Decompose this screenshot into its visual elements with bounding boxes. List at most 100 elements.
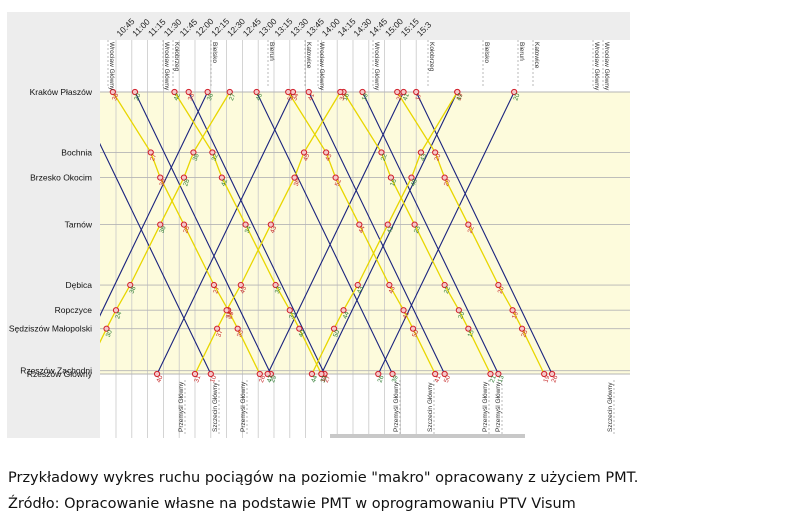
minute-label: 43 (388, 285, 397, 295)
top-destination-label: Wrocław Główny (603, 42, 610, 91)
stop-marker (204, 88, 211, 96)
top-destination-label: Katowice (533, 42, 540, 69)
minute-label: 28 (520, 329, 529, 339)
minute-label: 16 (342, 92, 351, 102)
stop-marker (400, 307, 407, 314)
train-path (377, 91, 515, 375)
station-label: Ropczyce (55, 305, 93, 315)
minute-label: 31 (320, 374, 329, 384)
station-label: Rzeszów Zachodni (20, 366, 92, 376)
stop-marker (127, 281, 134, 289)
minute-label: 35 (236, 329, 245, 339)
minute-label: 20 (497, 285, 506, 295)
minute-label: 36 (111, 92, 120, 102)
stop-marker (413, 88, 420, 96)
stop-marker (131, 88, 139, 96)
minute-label: 42 (220, 178, 229, 188)
station-label: Sędziszów Małopolski (9, 324, 92, 334)
stop-marker (332, 174, 339, 181)
top-destination-label: Wrocław Główny (108, 42, 115, 91)
stop-marker (375, 370, 382, 378)
bottom-destination-label: Przemyśl Główny (393, 381, 400, 432)
minute-label: 50 (443, 374, 452, 384)
minute-label: 29 (443, 178, 452, 188)
train-path (194, 91, 341, 375)
minute-label: 43 (324, 153, 333, 163)
stop-marker (272, 281, 279, 289)
minute-label: 26 (258, 374, 267, 384)
minute-label: 29 (396, 92, 405, 102)
station-label: Bochnia (61, 147, 92, 157)
stop-marker (359, 88, 366, 96)
stop-marker (191, 370, 199, 378)
minute-label: 32 (211, 153, 220, 163)
stop-marker (511, 88, 518, 96)
stop-marker (518, 325, 526, 332)
stop-marker (305, 88, 312, 96)
stop-marker (147, 149, 154, 156)
minute-label: 36 (159, 178, 168, 188)
stop-marker (285, 88, 292, 96)
stop-marker (356, 221, 363, 228)
stop-marker (330, 325, 338, 332)
minute-label: 50 (332, 329, 341, 339)
minute-label: 43 (269, 225, 278, 235)
minute-label: 36 (159, 225, 168, 235)
stop-marker (387, 174, 395, 181)
stop-marker (207, 370, 214, 378)
stop-marker (109, 88, 116, 96)
minute-label: 13 (497, 374, 506, 384)
stop-marker (337, 88, 344, 96)
minute-label: 52 (334, 178, 343, 188)
stop-marker (256, 370, 263, 378)
stop-marker (264, 370, 271, 378)
minute-label: 25 (226, 310, 235, 320)
train-path (311, 91, 458, 375)
minute-label: 17 (415, 92, 424, 102)
stop-marker (378, 149, 385, 156)
top-destination-label: Bielsko (483, 42, 490, 63)
train-path (308, 91, 446, 375)
train-path (396, 91, 545, 375)
minute-label: 37 (215, 329, 224, 339)
stop-marker (465, 221, 472, 228)
stop-marker (487, 370, 494, 378)
bottom-destination-label: Przemyśl Główny (178, 381, 185, 432)
train-path (100, 91, 231, 344)
train-path (320, 91, 458, 375)
station-label: Dębica (66, 280, 93, 290)
stop-marker (432, 370, 439, 378)
stop-marker (286, 307, 293, 314)
stop-marker (495, 281, 502, 289)
train-path (287, 91, 436, 375)
stop-marker (340, 307, 347, 314)
minute-label: 50 (411, 329, 420, 339)
station-panel (7, 12, 100, 438)
stop-marker (441, 370, 448, 378)
stop-marker (441, 174, 448, 181)
minute-label: 10 (320, 374, 329, 384)
stop-marker (210, 281, 218, 289)
top-destination-label: Katowice (305, 42, 312, 69)
caption-line-2: Źródło: Opracowanie własne na podstawie … (8, 496, 576, 512)
minute-label: 19 (361, 92, 370, 102)
top-destination-label: Bieruń (518, 42, 525, 61)
bottom-destination-label: Szczecin Główny (607, 382, 614, 432)
minute-label: 41 (307, 92, 316, 102)
minute-label: 26 (550, 374, 559, 384)
minute-label: 47 (456, 92, 465, 102)
top-destination-label: Kołobrzeg (173, 42, 180, 72)
stop-marker (253, 88, 260, 96)
stop-marker (509, 307, 516, 314)
stop-marker (180, 221, 188, 228)
minute-label: 31 (193, 374, 202, 384)
minute-label: 27 (323, 374, 332, 384)
station-label: Tarnów (65, 220, 93, 230)
stop-marker (417, 149, 425, 156)
train-path (173, 91, 322, 375)
stop-marker (323, 149, 330, 156)
stop-marker (112, 307, 120, 314)
minute-label: 44 (358, 225, 367, 235)
minute-label: 40 (155, 374, 164, 384)
station-label: Rzeszów Główny (27, 369, 93, 379)
